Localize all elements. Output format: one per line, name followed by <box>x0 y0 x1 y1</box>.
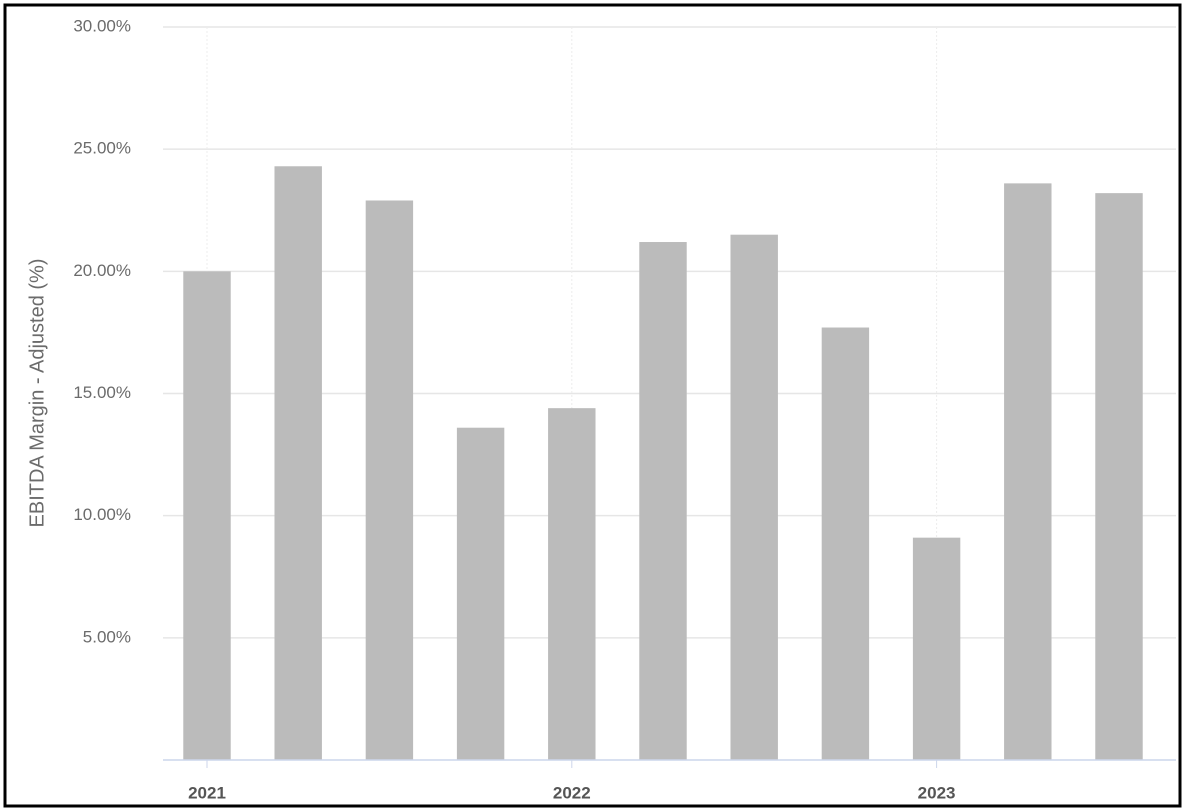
bar <box>548 408 596 760</box>
bar <box>730 234 778 760</box>
bar <box>639 242 687 761</box>
x-tick-label: 2021 <box>188 783 226 802</box>
bar <box>1004 183 1052 760</box>
y-tick-label: 15.00% <box>73 383 131 402</box>
bar <box>912 537 961 760</box>
y-tick-label: 20.00% <box>73 261 131 280</box>
y-tick-label: 5.00% <box>83 627 131 646</box>
bar <box>456 427 505 760</box>
y-tick-label: 30.00% <box>73 16 131 35</box>
bar <box>365 200 414 760</box>
y-tick-label: 25.00% <box>73 139 131 158</box>
bar <box>274 166 322 760</box>
y-tick-label: 10.00% <box>73 505 131 524</box>
bar <box>183 271 231 760</box>
x-tick-label: 2022 <box>553 783 591 802</box>
bar <box>821 327 870 760</box>
y-axis-label: EBITDA Margin - Adjusted (%) <box>26 259 48 528</box>
bar <box>1095 193 1143 760</box>
x-tick-label: 2023 <box>918 783 956 802</box>
